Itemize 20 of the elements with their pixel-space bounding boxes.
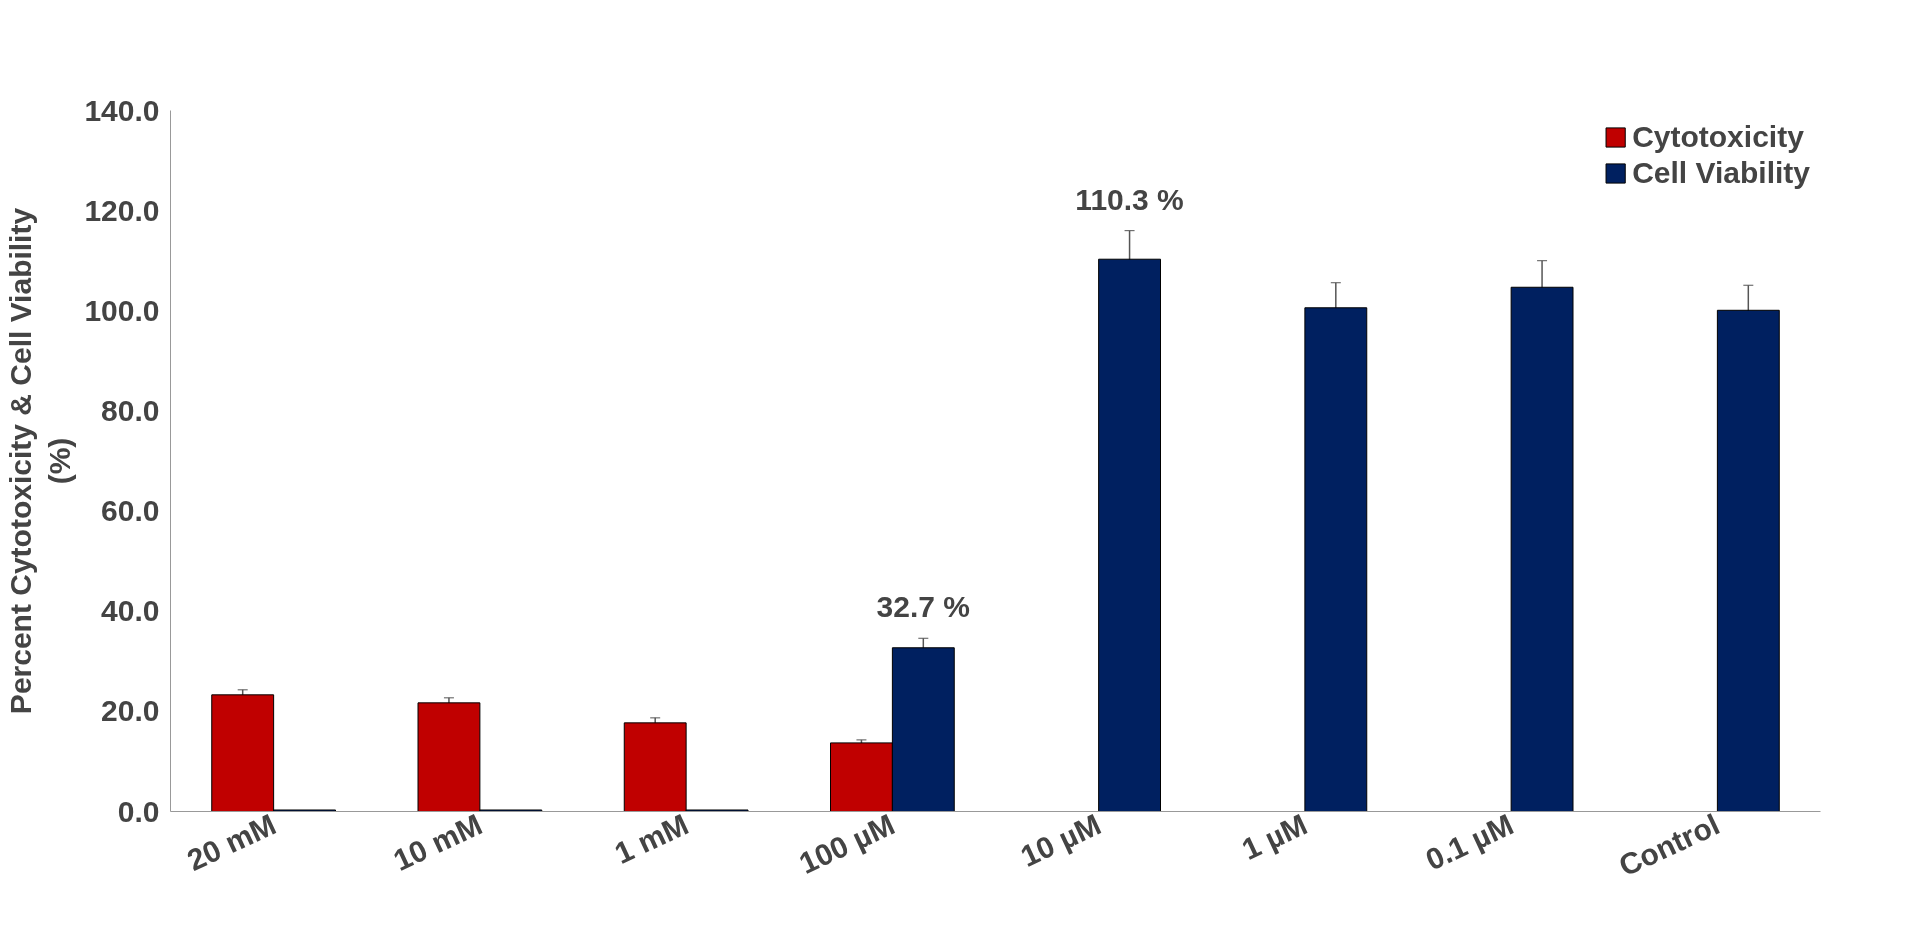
x-tick-label: 20 mM [182, 807, 281, 877]
y-tick-label: 40.0 [101, 594, 160, 628]
data-label: 32.7 % [876, 590, 971, 624]
x-tick-label: 1 mM [609, 807, 694, 870]
y-tick-label: 80.0 [101, 393, 160, 427]
y-axis-title: Percent Cytotoxicity & Cell Viability (%) [3, 207, 77, 715]
legend-label: Cell Viability [1632, 156, 1810, 190]
y-tick-label: 140.0 [84, 93, 160, 127]
x-tick-label: 10 mM [388, 807, 487, 877]
legend-label: Cytotoxicity [1632, 120, 1804, 154]
x-tick-label: 0.1 µM [1420, 807, 1519, 877]
y-tick-label: 0.0 [117, 794, 160, 828]
y-tick-label: 60.0 [101, 494, 160, 528]
y-tick-label: 120.0 [84, 193, 160, 227]
x-tick-label: 10 µM [1015, 807, 1106, 873]
y-tick-label: 20.0 [101, 694, 160, 728]
y-tick-label: 100.0 [84, 293, 160, 327]
x-tick-label: 1 µM [1236, 807, 1312, 866]
x-tick-label: 100 µM [794, 807, 900, 880]
data-label: 110.3 % [1075, 182, 1184, 216]
